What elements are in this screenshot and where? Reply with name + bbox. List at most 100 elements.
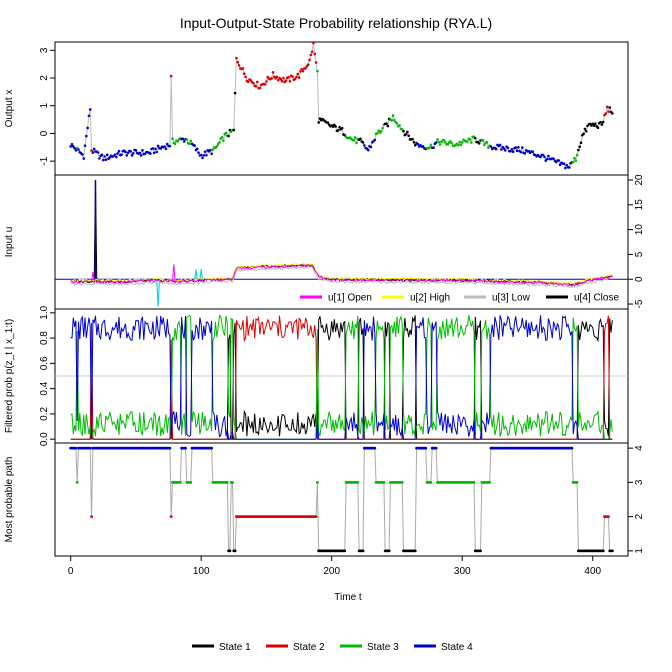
output-point — [312, 42, 315, 45]
output-point — [523, 152, 527, 155]
output-point — [326, 121, 330, 124]
output-point — [258, 86, 262, 90]
state-path-point — [343, 549, 347, 553]
output-point — [182, 140, 186, 143]
output-point — [450, 141, 454, 145]
output-point — [96, 151, 100, 154]
output-point — [71, 145, 75, 148]
output-point — [241, 67, 245, 70]
output-point — [579, 141, 583, 144]
output-point — [103, 155, 106, 158]
state-path-point — [231, 480, 234, 484]
output-point — [573, 156, 576, 160]
output-point — [485, 140, 489, 144]
output-point — [391, 114, 395, 117]
output-point — [582, 132, 585, 136]
output-point — [331, 125, 335, 129]
y-tick-label: 2 — [634, 513, 645, 519]
output-point — [500, 148, 503, 151]
output-point — [483, 143, 486, 147]
output-point — [437, 140, 441, 144]
y-axis-label-input: Input u — [4, 227, 15, 258]
output-point — [279, 78, 283, 81]
output-point — [201, 156, 204, 160]
output-point — [215, 145, 219, 148]
output-point — [309, 53, 313, 57]
output-point — [412, 141, 416, 144]
state-path-point — [178, 480, 182, 484]
panel-input: -5 0 5 10 15 20 Input u u[1] Open u[2] High u[3] … — [4, 174, 645, 310]
output-point — [256, 80, 259, 84]
output-point — [592, 124, 596, 128]
output-point — [494, 147, 498, 151]
output-point — [129, 150, 133, 153]
input-legend-label: u[3] Low — [492, 293, 531, 304]
output-point — [304, 66, 307, 70]
output-point — [154, 147, 157, 151]
output-point — [120, 153, 123, 156]
output-point — [421, 144, 425, 148]
y-tick-label: 0.4 — [39, 381, 50, 395]
output-point — [130, 154, 134, 157]
output-point — [438, 143, 442, 146]
output-point — [209, 148, 212, 152]
output-point — [244, 75, 247, 79]
output-point — [577, 148, 580, 152]
output-point — [185, 138, 189, 141]
output-point — [470, 141, 473, 144]
input-series-spikes — [156, 269, 203, 307]
output-point — [380, 129, 383, 133]
output-point — [195, 147, 199, 151]
output-point — [468, 138, 472, 141]
output-point — [69, 145, 72, 148]
plot-area-input — [55, 179, 628, 307]
output-point — [359, 137, 362, 141]
output-point — [510, 148, 514, 151]
output-point — [498, 143, 502, 147]
output-point — [156, 144, 160, 148]
output-point — [369, 145, 373, 149]
output-point — [381, 126, 384, 130]
plot-area-output — [69, 42, 614, 170]
output-point — [134, 149, 138, 152]
output-point — [487, 146, 490, 149]
input-legend-label: u[2] High — [410, 293, 450, 304]
output-point — [402, 129, 405, 133]
output-point — [249, 79, 253, 82]
state-path-point — [168, 446, 172, 450]
output-point — [218, 141, 221, 144]
output-point — [105, 153, 109, 157]
y-tick-label: 3 — [634, 479, 645, 485]
y-tick-label: 1.0 — [39, 305, 50, 319]
plot-area-filtered — [55, 314, 628, 440]
state-path-point — [315, 480, 319, 484]
output-point — [293, 77, 297, 81]
output-point — [202, 154, 206, 157]
state-path-point — [601, 549, 605, 553]
state-path-point — [413, 549, 417, 553]
input-series-high — [70, 262, 613, 285]
output-point — [473, 136, 477, 140]
plot-area-path — [69, 446, 614, 553]
output-point — [567, 166, 571, 169]
output-point — [446, 143, 450, 146]
state-path-point — [314, 515, 318, 519]
output-point — [502, 147, 506, 150]
y-tick-label: 1 — [634, 548, 645, 554]
output-point — [82, 157, 86, 160]
output-point — [220, 135, 224, 139]
output-point — [596, 126, 600, 130]
output-point — [104, 158, 108, 162]
output-point — [413, 143, 417, 147]
output-point — [115, 155, 118, 159]
output-point — [90, 149, 93, 152]
output-point — [91, 151, 95, 154]
output-point — [400, 127, 404, 131]
output-point — [352, 139, 356, 142]
state-path-point — [424, 446, 428, 450]
y-axis-label-filtered: Filtered prob p(z_t | x_1:t) — [4, 319, 15, 433]
output-point — [395, 122, 399, 125]
output-point — [87, 114, 91, 118]
state-path-point — [74, 446, 78, 450]
output-point — [477, 142, 481, 145]
